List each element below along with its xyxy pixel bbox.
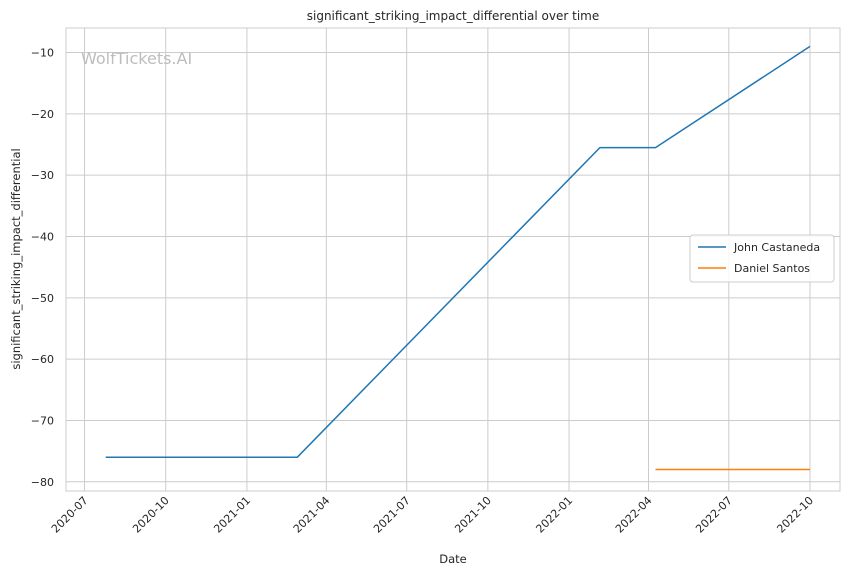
legend-label-daniel-santos: Daniel Santos (734, 262, 810, 275)
series-lines (105, 45, 811, 471)
series-line-john-castaneda (105, 45, 811, 459)
x-tick-label: 2022-07 (693, 494, 735, 536)
watermark: WolfTickets.AI (81, 49, 192, 68)
x-tick-label: 2022-01 (533, 494, 575, 536)
x-tick-label: 2020-10 (130, 494, 172, 536)
y-tick-label: −60 (31, 353, 54, 366)
x-tick-label: 2022-04 (613, 494, 655, 536)
x-tick-label: 2021-07 (371, 494, 413, 536)
x-tick-label: 2022-10 (774, 494, 816, 536)
y-tick-label: −10 (31, 47, 54, 60)
x-tick-label: 2021-10 (452, 494, 494, 536)
y-tick-labels: −80 −70 −60 −50 −40 −30 −20 −10 (31, 47, 54, 489)
y-tick-label: −80 (31, 476, 54, 489)
y-tick-label: −40 (31, 231, 54, 244)
y-tick-label: −70 (31, 414, 54, 427)
x-tick-label: 2021-04 (291, 494, 333, 536)
chart-title: significant_striking_impact_differential… (307, 9, 599, 23)
x-tick-label: 2021-01 (211, 494, 253, 536)
y-tick-label: −30 (31, 169, 54, 182)
y-tick-label: −50 (31, 292, 54, 305)
x-axis-label: Date (439, 552, 467, 566)
x-tick-label: 2020-07 (49, 494, 91, 536)
legend: John Castaneda Daniel Santos (689, 234, 835, 283)
legend-label-john-castaneda: John Castaneda (733, 241, 820, 254)
y-tick-label: −20 (31, 108, 54, 121)
x-tick-labels: 2020-07 2020-10 2021-01 2021-04 2021-07 2021-… (49, 494, 816, 536)
y-axis-label: significant_striking_impact_differential (9, 148, 23, 369)
